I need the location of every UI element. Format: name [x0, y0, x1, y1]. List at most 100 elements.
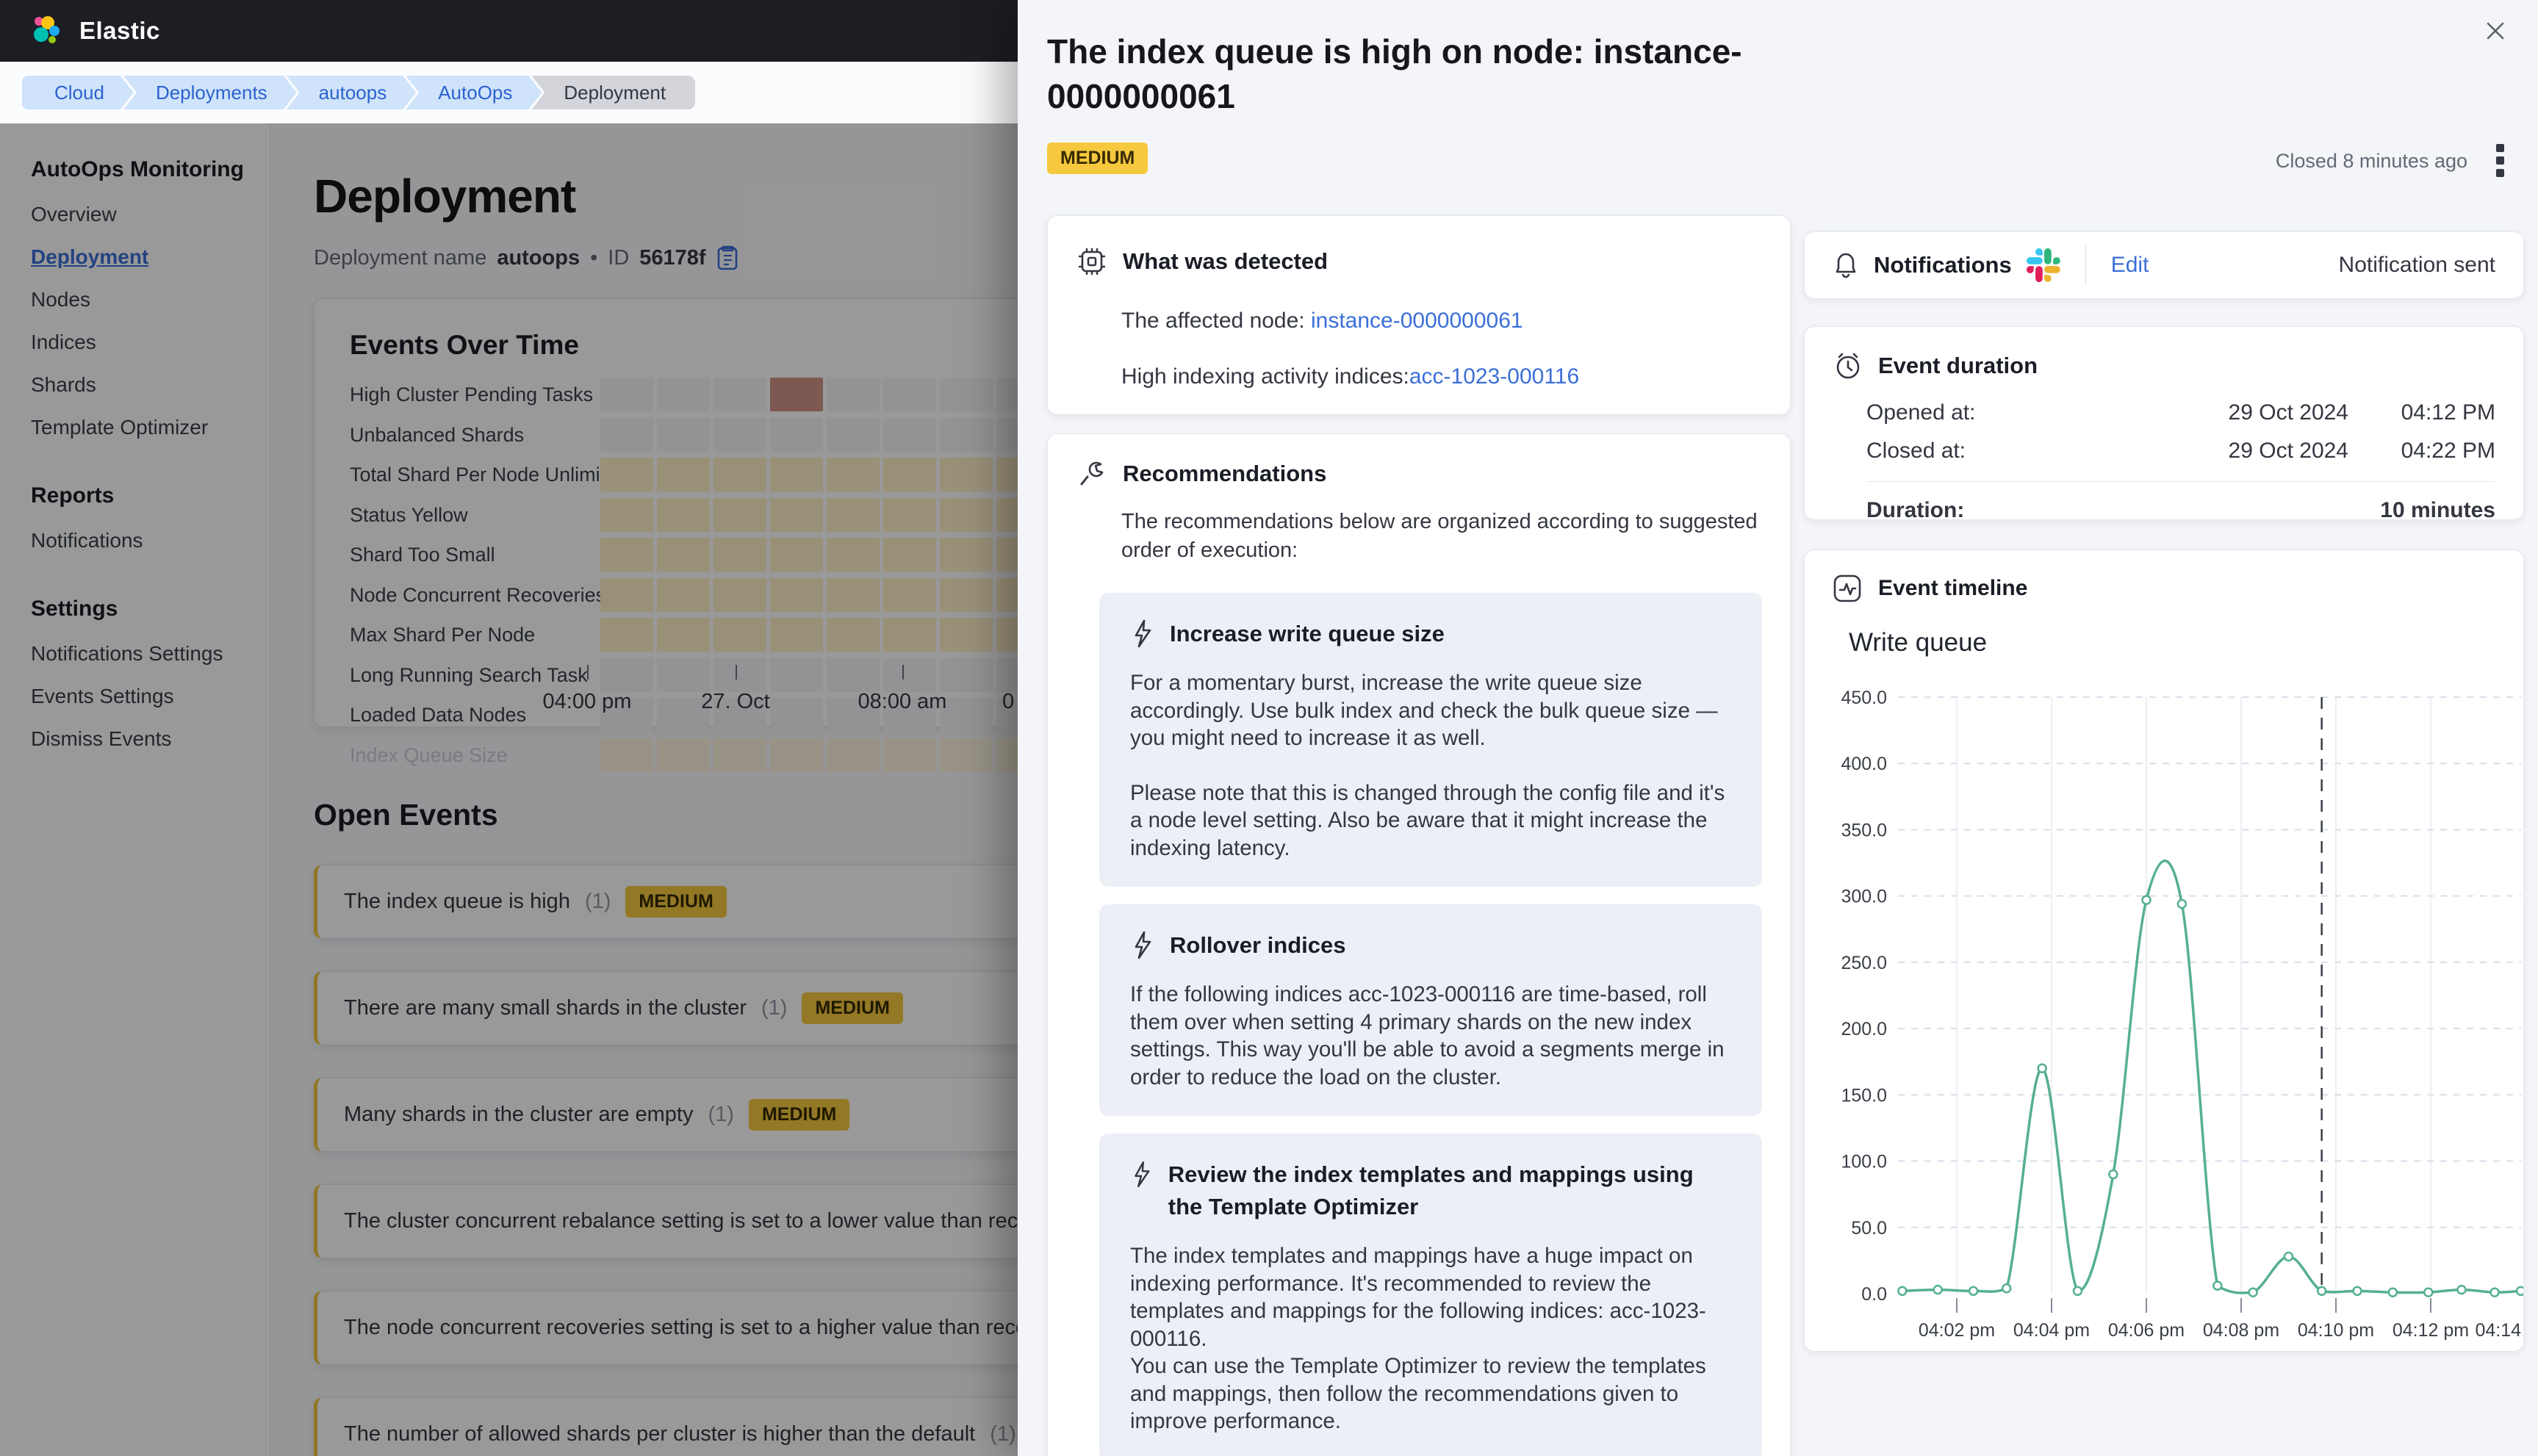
- event-duration-panel: Event duration Opened at: 29 Oct 2024 04…: [1804, 326, 2524, 522]
- heatmap-cell: [657, 738, 710, 772]
- heatmap-cell: [827, 458, 880, 491]
- notifications-panel: Notifications Edit Notification sent: [1804, 231, 2524, 299]
- heatmap-cell: [657, 497, 710, 532]
- heatmap-cell: [600, 698, 653, 732]
- recommendation-title: Rollover indices: [1170, 932, 1346, 958]
- open-event-title: Many shards in the cluster are empty: [344, 1103, 694, 1126]
- duration-value: 10 minutes: [2380, 498, 2495, 522]
- heatmap-row-label: Loaded Data Nodes: [350, 704, 527, 726]
- indexing-activity-link[interactable]: acc-1023-000116: [1409, 364, 1580, 389]
- recommendations-intro: The recommendations below are organized …: [1121, 510, 1758, 562]
- notification-sent-status: Notification sent: [2338, 253, 2495, 277]
- heatmap-cell: [713, 698, 766, 732]
- svg-text:250.0: 250.0: [1841, 953, 1887, 973]
- deployment-name-label: Deployment name: [314, 245, 487, 270]
- sidebar-item-notifications[interactable]: Notifications: [31, 529, 143, 552]
- affected-node-label: The affected node:: [1121, 309, 1311, 333]
- sidebar-item-deployment[interactable]: Deployment: [31, 245, 149, 268]
- sidebar-item-overview[interactable]: Overview: [31, 203, 117, 226]
- bolt-icon: [1135, 931, 1151, 959]
- recommendation-paragraph: If the following indices acc-1023-000116…: [1130, 982, 1725, 1089]
- event-duration-title: Event duration: [1878, 353, 2038, 378]
- flyout-severity-badge: MEDIUM: [1047, 143, 1148, 174]
- heatmap-cell: [883, 738, 936, 772]
- heatmap-cell: [657, 618, 710, 652]
- heatmap-axis-tick: [736, 665, 737, 680]
- sidebar-item-template-optimizer[interactable]: Template Optimizer: [31, 416, 209, 439]
- edit-notifications-link[interactable]: Edit: [2110, 253, 2149, 277]
- sidebar-item-shards[interactable]: Shards: [31, 373, 96, 396]
- heatmap-cell: [770, 657, 823, 692]
- heatmap-cell: [600, 577, 653, 612]
- heatmap-row-label: Max Shard Per Node: [350, 624, 536, 646]
- copy-icon[interactable]: [716, 245, 738, 270]
- breadcrumb-autoops-app[interactable]: AutoOps: [406, 76, 542, 109]
- more-actions-icon[interactable]: [2485, 140, 2514, 181]
- sidebar-section-title: Reports: [31, 483, 115, 508]
- vertical-divider: [2085, 245, 2086, 285]
- events-over-time-title: Events Over Time: [350, 330, 579, 360]
- heatmap-cell: [883, 497, 936, 532]
- breadcrumb-deployments[interactable]: Deployments: [123, 76, 297, 109]
- sidebar-item-events-settings[interactable]: Events Settings: [31, 685, 174, 707]
- detected-panel-title: What was detected: [1123, 248, 1329, 274]
- event-timeline-title: Event timeline: [1878, 576, 2028, 600]
- heatmap-cell: [827, 738, 880, 772]
- heatmap-cell: [827, 657, 880, 692]
- heatmap-cell: [657, 657, 710, 692]
- sidebar-item-indices[interactable]: Indices: [31, 331, 96, 353]
- event-details-flyout: The index queue is high on node: instanc…: [1018, 0, 2538, 1456]
- deployment-id-value: 56178f: [639, 245, 706, 270]
- heatmap-cell: [600, 657, 653, 692]
- heatmap-cell: [940, 497, 993, 532]
- breadcrumb-cloud[interactable]: Cloud: [22, 76, 134, 109]
- opened-at-label: Opened at:: [1866, 400, 1976, 425]
- page-title: Deployment: [314, 170, 576, 223]
- heatmap-cell: [883, 577, 936, 612]
- affected-node-link[interactable]: instance-0000000061: [1310, 309, 1523, 333]
- heatmap-cell: [713, 618, 766, 652]
- recommendation-card: Rollover indices If the following indice…: [1099, 904, 1762, 1116]
- duration-label: Duration:: [1866, 498, 1965, 522]
- heatmap-cell: [770, 378, 823, 411]
- heatmap-cell: [827, 577, 880, 612]
- heatmap-cell: [657, 698, 710, 732]
- heatmap-cell: [827, 378, 880, 411]
- open-event-title: The index queue is high: [344, 890, 570, 913]
- bolt-icon: [1135, 1161, 1150, 1188]
- open-event-title: The cluster concurrent rebalance setting…: [344, 1209, 1048, 1233]
- sidebar-item-nodes[interactable]: Nodes: [31, 288, 90, 311]
- heatmap-cell: [883, 618, 936, 652]
- heatmap-cell: [883, 417, 936, 452]
- heatmap-cell: [657, 538, 710, 572]
- flyout-title: The index queue is high on node: instanc…: [1047, 32, 1742, 115]
- heatmap-cell: [713, 577, 766, 612]
- open-event-count: (1): [990, 1422, 1016, 1446]
- svg-text:200.0: 200.0: [1841, 1019, 1887, 1039]
- svg-text:50.0: 50.0: [1851, 1218, 1887, 1239]
- elastic-logo-icon: [34, 16, 60, 43]
- sidebar: AutoOps Monitoring Overview Deployment N…: [0, 123, 270, 1456]
- wrench-icon: [1080, 461, 1104, 486]
- heatmap-cell: [883, 657, 936, 692]
- sidebar-item-notifications-settings[interactable]: Notifications Settings: [31, 642, 223, 665]
- heatmap-cell: [770, 538, 823, 572]
- svg-text:450.0: 450.0: [1841, 688, 1887, 708]
- heatmap-cell: [770, 458, 823, 491]
- svg-text:04:12 pm: 04:12 pm: [2393, 1320, 2469, 1341]
- sidebar-item-dismiss-events[interactable]: Dismiss Events: [31, 727, 172, 750]
- recommendation-paragraph: You can use the Template Optimizer to re…: [1130, 1354, 1706, 1433]
- open-event-count: (1): [761, 996, 788, 1020]
- breadcrumb-autoops[interactable]: autoops: [287, 76, 417, 109]
- close-icon[interactable]: [2481, 16, 2510, 46]
- heatmap-cell: [657, 378, 710, 411]
- svg-text:04:02 pm: 04:02 pm: [1919, 1320, 1995, 1341]
- heatmap-cell: [600, 738, 653, 772]
- heatmap-cell: [600, 497, 653, 532]
- sidebar-section-title: AutoOps Monitoring: [31, 157, 244, 181]
- detection-chip-icon: [1079, 248, 1105, 275]
- bolt-icon: [1135, 619, 1151, 648]
- deployment-name-value: autoops: [497, 245, 580, 270]
- notifications-title: Notifications: [1874, 252, 2012, 278]
- recommendation-card: Review the index templates and mappings …: [1099, 1134, 1762, 1456]
